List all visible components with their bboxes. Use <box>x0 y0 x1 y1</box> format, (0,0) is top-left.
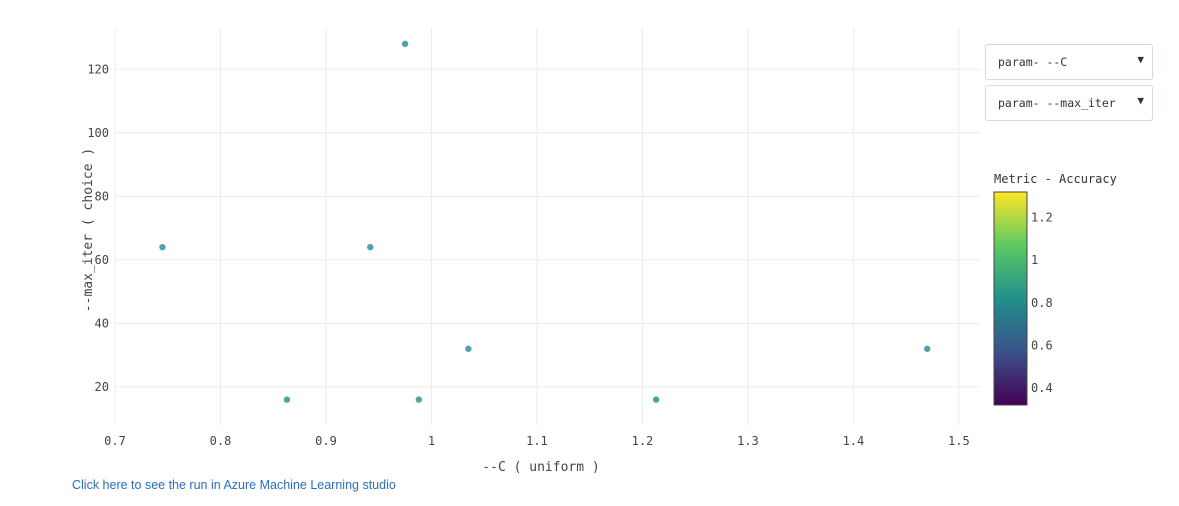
y-axis-ticks: 20 40 60 80 100 120 <box>87 62 109 394</box>
grid <box>114 28 980 425</box>
data-points <box>159 40 931 403</box>
data-point[interactable] <box>652 396 660 403</box>
x-param-dropdown[interactable]: param- --C ▼ <box>985 44 1153 80</box>
data-point[interactable] <box>924 345 931 352</box>
y-tick-label: 120 <box>87 62 109 76</box>
data-point[interactable] <box>465 345 472 352</box>
data-point[interactable] <box>159 243 166 251</box>
colorbar-title: Metric - Accuracy <box>994 172 1117 186</box>
y-tick-label: 60 <box>95 253 109 267</box>
x-tick-label: 1.4 <box>843 434 865 448</box>
x-tick-label: 0.7 <box>104 434 126 448</box>
data-point[interactable] <box>283 396 291 403</box>
colorbar-ticks: 0.4 0.6 0.8 1 1.2 <box>1031 211 1053 395</box>
colorbar <box>993 191 1028 406</box>
x-tick-label: 1.3 <box>737 434 759 448</box>
colorbar-tick-label: 1.2 <box>1031 211 1053 225</box>
y-tick-label: 100 <box>87 126 109 140</box>
chevron-down-icon: ▼ <box>1137 53 1144 66</box>
chevron-down-icon: ▼ <box>1137 94 1144 107</box>
y-tick-label: 20 <box>95 380 109 394</box>
x-tick-label: 0.8 <box>210 434 232 448</box>
y-tick-label: 80 <box>95 189 109 203</box>
y-tick-label: 40 <box>95 316 109 330</box>
colorbar-tick-label: 0.4 <box>1031 381 1053 395</box>
x-tick-label: 1.5 <box>948 434 970 448</box>
x-tick-label: 0.9 <box>315 434 337 448</box>
data-point[interactable] <box>401 40 409 48</box>
x-tick-label: 1.1 <box>526 434 548 448</box>
x-tick-label: 1 <box>428 434 435 448</box>
y-param-dropdown[interactable]: param- --max_iter ▼ <box>985 85 1153 121</box>
data-point[interactable] <box>367 243 374 251</box>
y-param-label: param- --max_iter <box>998 96 1116 110</box>
colorbar-tick-label: 0.6 <box>1031 338 1053 352</box>
y-axis-title: --max_iter ( choice ) <box>81 148 96 312</box>
colorbar-tick-label: 0.8 <box>1031 296 1053 310</box>
x-param-label: param- --C <box>998 55 1068 69</box>
x-tick-label: 1.2 <box>632 434 654 448</box>
azure-studio-link[interactable]: Click here to see the run in Azure Machi… <box>72 478 396 492</box>
x-axis-title: --C ( uniform ) <box>482 460 599 475</box>
colorbar-tick-label: 1 <box>1031 253 1038 267</box>
data-point[interactable] <box>415 396 423 403</box>
x-axis-ticks: 0.7 0.8 0.9 1 1.1 1.2 1.3 1.4 1.5 <box>104 434 970 448</box>
